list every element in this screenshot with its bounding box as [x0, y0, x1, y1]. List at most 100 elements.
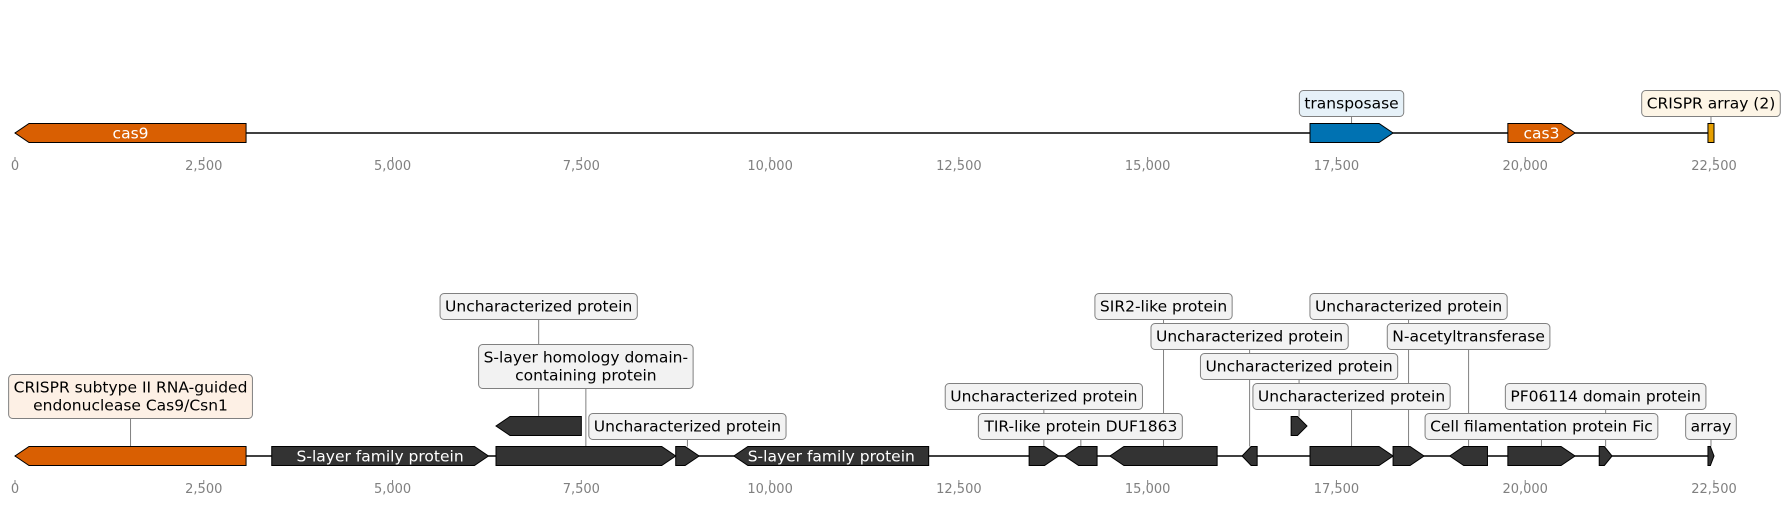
- gene-tir-like-protein-duf1863-annotation-background: [977, 413, 1183, 440]
- gene-cell-filamentation-protein-fic-annotation-text: Cell filamentation protein Fic: [1430, 418, 1653, 436]
- gene-uncharacterized-protein-arrow: [675, 446, 701, 466]
- gene-uncharacterized-protein-annotation-background: [439, 293, 638, 320]
- axis-tick-label: 20,000: [1502, 159, 1548, 174]
- gene-uncharacterized-protein-annotation-background: [1309, 293, 1508, 320]
- gene-n-acetyltransferase-annotation-background: [1386, 323, 1551, 350]
- gene-array-arrow: [1707, 446, 1715, 466]
- gene-uncharacterized-protein-annotation-box: Uncharacterized protein: [1252, 383, 1451, 410]
- axis-tick-label: 5,000: [374, 159, 411, 174]
- axis-tick-label: 17,500: [1314, 482, 1360, 497]
- gene-uncharacterized-protein-annotation-background: [1252, 383, 1451, 410]
- gene-uncharacterized-protein-annotation-text: Uncharacterized protein: [1156, 328, 1343, 346]
- genes: S-layer family protein S-layer family pro…: [14, 416, 1715, 466]
- gene-s-layer-family-protein-label: S-layer family protein: [748, 448, 915, 466]
- track-1: 0 2,500 5,000 7,500 10,000 12,500 15,000 17,500…: [11, 116, 1737, 174]
- axis-tick-label: 5,000: [374, 482, 411, 497]
- gene-n-acetyltransferase-annotation-box: N-acetyltransferase: [1386, 323, 1551, 350]
- gene-tir-like-protein-duf1863-annotation-box: TIR-like protein DUF1863: [977, 413, 1183, 440]
- gene-sir2-like-protein-annotation-background: [1094, 293, 1233, 320]
- gene-s-layer-homology-domain-annotation-box: S-layer homology domain-containing prote…: [478, 344, 694, 389]
- gene-uncharacterized-protein-annotation-box: Uncharacterized protein: [1199, 353, 1399, 380]
- gene-crispr-array-2-annotation-background: [1641, 90, 1781, 117]
- gene-transposase-annotation-text: transposase: [1304, 95, 1398, 113]
- gene-pf06114-domain-protein-arrow: [1598, 446, 1613, 466]
- axis-tick-label: 12,500: [936, 482, 982, 497]
- gene-s-layer-family-protein-label: S-layer family protein: [297, 448, 464, 466]
- gene-uncharacterized-protein-annotation-box: Uncharacterized protein: [439, 293, 638, 320]
- gene-s-layer-homology-domain-arrow: [495, 446, 677, 466]
- gene-uncharacterized-protein-arrow: [1392, 446, 1425, 466]
- axis-tick-label: 7,500: [563, 482, 600, 497]
- gene-uncharacterized-protein-annotation-text: Uncharacterized protein: [1205, 358, 1392, 376]
- axis-tick-label: 22,500: [1691, 159, 1737, 174]
- gene-cell-filamentation-protein-fic-annotation-background: [1424, 413, 1659, 440]
- gene-s-layer-family-protein-arrow: [732, 446, 930, 466]
- gene-s-layer-family-protein-arrow: [271, 446, 490, 466]
- axis-tick-label: 10,000: [747, 159, 793, 174]
- gene-crispr-array-2-annotation-text: CRISPR array (2): [1647, 95, 1776, 113]
- gene-uncharacterized-protein-arrow: [1309, 446, 1394, 466]
- axis-tick-label: 7,500: [563, 159, 600, 174]
- axis-tick-label: 20,000: [1502, 482, 1548, 497]
- gene-transposase-annotation-background: [1298, 90, 1405, 117]
- gene-uncharacterized-protein-arrow: [1241, 446, 1258, 466]
- gene-uncharacterized-protein-annotation-background: [944, 383, 1143, 410]
- gene-uncharacterized-protein-arrow: [1028, 446, 1060, 466]
- gene-pf06114-domain-protein-annotation-text: PF06114 domain protein: [1510, 388, 1701, 406]
- gene-uncharacterized-protein-annotation-text: Uncharacterized protein: [594, 418, 781, 436]
- gene-n-acetyltransferase-arrow: [1448, 446, 1488, 466]
- gene-uncharacterized-protein-annotation-text: Uncharacterized protein: [445, 298, 632, 316]
- gene-pf06114-domain-protein-annotation-background: [1504, 383, 1707, 410]
- gene-array-annotation-background: [1685, 413, 1737, 440]
- gene-crispr-array-2-arrow: [1707, 123, 1715, 143]
- gene-crispr-subtype-ii-rna-guided-annotation-text: CRISPR subtype II RNA-guided endonuclease…: [14, 379, 248, 415]
- gene-sir2-like-protein-annotation-box: SIR2-like protein: [1094, 293, 1233, 320]
- gene-uncharacterized-protein-annotation-box: Uncharacterized protein: [1150, 323, 1349, 350]
- gene-crispr-subtype-ii-rna-guided-arrow: [14, 446, 247, 466]
- gene-crispr-subtype-ii-rna-guided-annotation-background: [8, 374, 253, 419]
- axis-tick-label: 0: [11, 482, 19, 497]
- gene-array-annotation-text: array: [1691, 418, 1732, 436]
- axis-tick-label: 12,500: [936, 159, 982, 174]
- genes: cas9 cas3: [14, 123, 1715, 143]
- gene-uncharacterized-protein-annotation-box: Uncharacterized protein: [1309, 293, 1508, 320]
- gene-pf06114-domain-protein-annotation-box: PF06114 domain protein: [1504, 383, 1707, 410]
- axis-tick-label: 15,000: [1125, 482, 1171, 497]
- gene-sir2-like-protein-arrow: [1109, 446, 1218, 466]
- gene-uncharacterized-protein-annotation-box: Uncharacterized protein: [944, 383, 1143, 410]
- axis-tick-label: 15,000: [1125, 159, 1171, 174]
- gene-transposase-annotation-box: transposase: [1298, 90, 1405, 117]
- gene-s-layer-homology-domain-annotation-text: S-layer homology domain-containing prote…: [484, 349, 689, 385]
- gene-sir2-like-protein-annotation-text: SIR2-like protein: [1100, 298, 1227, 316]
- gene-uncharacterized-protein-annotation-text: Uncharacterized protein: [1258, 388, 1445, 406]
- axis-tick-label: 0: [11, 159, 19, 174]
- gene-uncharacterized-protein-arrow: [1290, 416, 1308, 436]
- gene-uncharacterized-protein-annotation-text: Uncharacterized protein: [950, 388, 1137, 406]
- axis-tick-label: 22,500: [1691, 482, 1737, 497]
- gene-cell-filamentation-protein-fic-annotation-box: Cell filamentation protein Fic: [1424, 413, 1659, 440]
- gene-uncharacterized-protein-annotation-background: [1150, 323, 1349, 350]
- gene-uncharacterized-protein-arrow: [495, 416, 582, 436]
- gene-s-layer-homology-domain-annotation-background: [478, 344, 694, 389]
- gene-uncharacterized-protein-annotation-box: Uncharacterized protein: [588, 413, 787, 440]
- gene-cas9-label: cas9: [113, 125, 149, 143]
- leader-lines: [1351, 116, 1712, 124]
- gene-cell-filamentation-protein-fic-arrow: [1507, 446, 1576, 466]
- gene-tir-like-protein-duf1863-annotation-text: TIR-like protein DUF1863: [983, 418, 1177, 436]
- gene-tir-like-protein-duf1863-arrow: [1063, 446, 1098, 466]
- gene-cas3-label: cas3: [1523, 125, 1559, 143]
- gene-crispr-array-2-annotation-box: CRISPR array (2): [1641, 90, 1781, 117]
- gene-transposase-arrow: [1309, 123, 1394, 143]
- gene-n-acetyltransferase-annotation-text: N-acetyltransferase: [1392, 328, 1545, 346]
- gene-crispr-subtype-ii-rna-guided-annotation-box: CRISPR subtype II RNA-guided endonuclease…: [8, 374, 253, 419]
- gene-uncharacterized-protein-annotation-background: [588, 413, 787, 440]
- axis-tick-label: 10,000: [747, 482, 793, 497]
- gene-uncharacterized-protein-annotation-text: Uncharacterized protein: [1315, 298, 1502, 316]
- gene-cas9-arrow: [14, 123, 247, 143]
- track-2: 0 2,500 5,000 7,500 10,000 12,500 15,000 17,500…: [11, 319, 1737, 497]
- axis-tick-label: 2,500: [185, 482, 222, 497]
- axis-tick-label: 2,500: [185, 159, 222, 174]
- axis-tick-label: 17,500: [1314, 159, 1360, 174]
- gene-uncharacterized-protein-annotation-background: [1199, 353, 1399, 380]
